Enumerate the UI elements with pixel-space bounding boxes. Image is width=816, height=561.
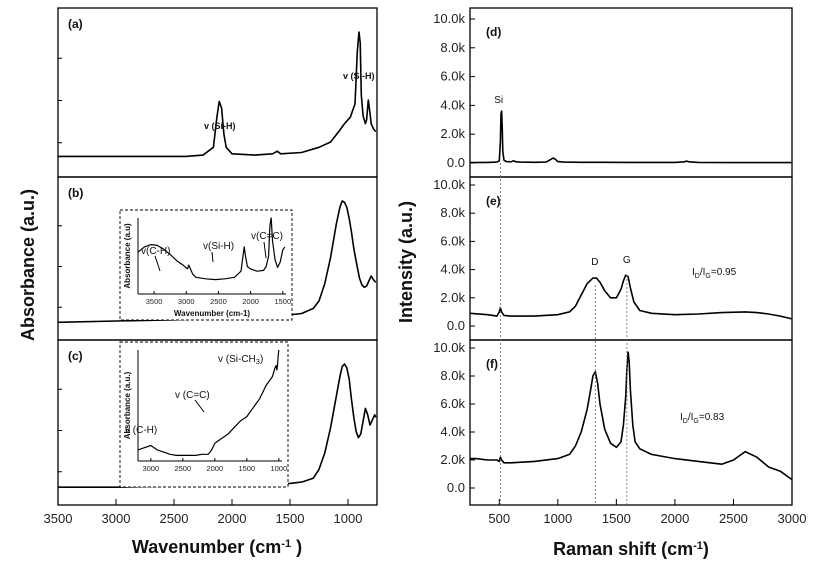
inset-x-tick-label: 3000: [178, 297, 195, 306]
inset-peak-label: v(C-H): [141, 246, 170, 257]
x-tick-label: 2000: [218, 511, 247, 526]
panel-label: (e): [486, 194, 501, 208]
panel-label: (b): [68, 186, 83, 200]
inset-frame: [119, 209, 293, 321]
y-tick-label: 4.0k: [440, 97, 465, 112]
raman-chart: 0.0 2.0k 4.0k 6.0k 8.0k 10.0k (d) 0.0 2.0k 4.0k 6.…: [396, 7, 807, 559]
raman-curve-f: [470, 351, 793, 481]
x-tick-label: 1000: [543, 511, 572, 526]
x-tick-label: 1500: [602, 511, 631, 526]
inset-x-tick-label: 1500: [238, 464, 255, 473]
x-tick-label: 2000: [660, 511, 689, 526]
inset-x-tick-label: 2000: [206, 464, 223, 473]
x-tick-label: 3000: [778, 511, 807, 526]
x-tick-label: 1500: [276, 511, 305, 526]
inset-x-tick-label: 2000: [242, 297, 259, 306]
y-tick-label: 2.0k: [440, 126, 465, 141]
inset-peak-label: v (C-H): [125, 425, 157, 436]
y-tick-label: 4.0k: [440, 424, 465, 439]
inset-peak-label: v(Si-H): [203, 241, 234, 252]
y-tick-label: 10.0k: [433, 340, 465, 355]
x-tick-label: 2500: [160, 511, 189, 526]
raman-curve-d: [469, 110, 792, 164]
panel-label: (a): [68, 17, 83, 31]
annotation-arrow: [263, 241, 267, 259]
x-tick-label: 1000: [334, 511, 363, 526]
panel-label: (f): [486, 357, 498, 371]
panel-label: (c): [68, 349, 83, 363]
y-tick-label: 0.0: [447, 480, 465, 495]
y-tick-label: 8.0k: [440, 368, 465, 383]
ratio-label-f: ID/IG=0.83: [680, 412, 725, 425]
inset-x-tick-label: 2500: [174, 464, 191, 473]
inset-y-axis-title: Absorbance (a.u.): [123, 371, 132, 439]
panel-frame-d: [469, 7, 793, 178]
peak-label-si: Si: [494, 95, 503, 106]
raman-curve-e: [469, 274, 793, 320]
inset-frame: [119, 341, 289, 488]
inset-x-tick-label: 3000: [142, 464, 159, 473]
inset-curve: [137, 217, 286, 281]
y-tick-label: 8.0k: [440, 40, 465, 55]
panel-frame-a: [57, 7, 378, 178]
inset-x-tick-label: 1000: [270, 464, 287, 473]
x-axis-title: Wavenumber (cm-1 ): [132, 537, 302, 557]
y-tick-label: 2.0k: [440, 452, 465, 467]
peak-label-g: G: [623, 255, 631, 266]
annotation-arrow: [194, 399, 205, 413]
inset-x-tick-label: 3500: [146, 297, 163, 306]
inset-peak-label: v (C=C): [175, 390, 210, 401]
x-tick-label: 3500: [44, 511, 73, 526]
y-tick-label: 6.0k: [440, 69, 465, 84]
x-axis-title: Raman shift (cm-1): [553, 539, 709, 559]
inset-b: 3500 3000 2500 2000 1500 Absorbance (a.u) Wave…: [119, 209, 293, 321]
y-tick-label: 4.0k: [440, 262, 465, 277]
panel-frame-c: [57, 339, 378, 506]
annotation-arrow: [211, 251, 214, 263]
peak-label-si-h-2100: v (Si-H): [204, 121, 236, 131]
ratio-label-e: ID/IG=0.95: [692, 267, 737, 280]
inset-peak-label: v (Si-CH3): [218, 354, 263, 366]
peak-label-d: D: [591, 257, 598, 268]
x-tick-label: 3000: [102, 511, 131, 526]
annotation-arrow: [154, 255, 161, 272]
y-tick-label: 2.0k: [440, 290, 465, 305]
x-tick-label: 500: [488, 511, 510, 526]
y-tick-label: 6.0k: [440, 396, 465, 411]
inset-x-tick-label: 2500: [210, 297, 227, 306]
inset-y-axis-title: Absorbance (a.u): [123, 223, 132, 289]
y-tick-label: 8.0k: [440, 205, 465, 220]
ftir-chart: (a) (b) (c) v (Si-H) v (Si-H) 3500 3000 2500 200…: [18, 7, 378, 557]
inset-curve: [137, 349, 280, 456]
peak-label-si-h-900: v (Si-H): [343, 71, 375, 81]
inset-x-tick-label: 1500: [274, 297, 291, 306]
x-tick-label: 2500: [719, 511, 748, 526]
y-tick-label: 0.0: [447, 155, 465, 170]
y-tick-label: 10.0k: [433, 177, 465, 192]
inset-peak-label: v(C=C): [251, 231, 283, 242]
y-tick-label: 0.0: [447, 318, 465, 333]
spectrum-curve-a: [58, 31, 377, 158]
inset-x-axis-title: Wavenumber (cm-1): [174, 309, 251, 318]
panel-label: (d): [486, 25, 501, 39]
y-tick-label: 6.0k: [440, 233, 465, 248]
y-axis-title: Absorbance (a.u.): [18, 189, 38, 341]
panel-frame-f: [469, 339, 793, 506]
y-tick-label: 10.0k: [433, 11, 465, 26]
y-axis-title: Intensity (a.u.): [396, 201, 416, 323]
